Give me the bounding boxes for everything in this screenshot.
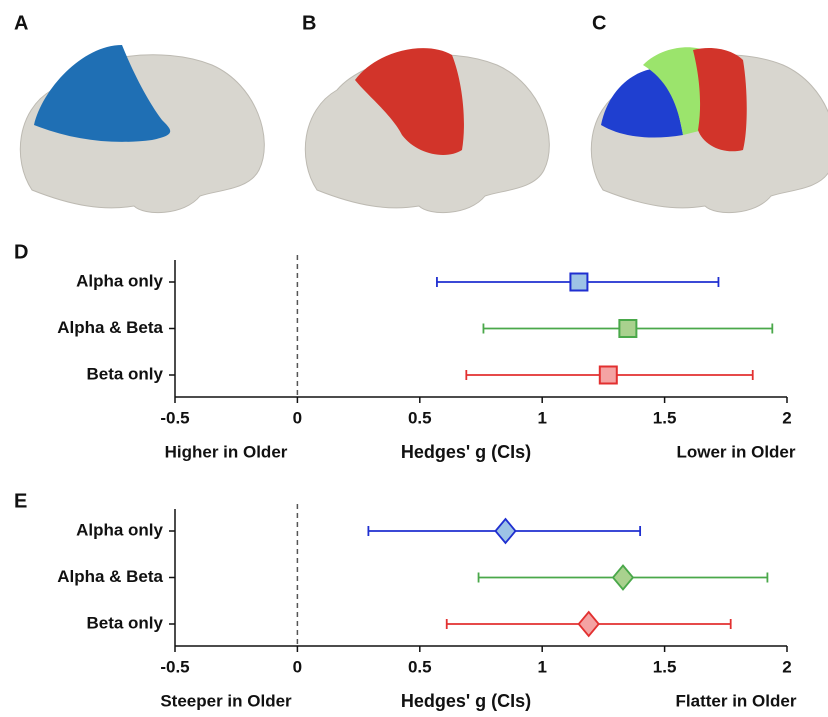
panel-label: C: [592, 12, 606, 34]
panel-label: B: [302, 12, 316, 34]
estimate-marker: [600, 367, 617, 384]
x-tick-label: 2: [782, 408, 791, 427]
x-axis-label: Hedges' g (CIs): [401, 442, 531, 462]
right-annotation: Lower in Older: [676, 442, 795, 461]
x-tick-label: 0.5: [408, 657, 432, 676]
category-label: Beta only: [86, 364, 163, 383]
x-tick-label: 1: [537, 657, 546, 676]
right-annotation: Flatter in Older: [676, 691, 797, 710]
estimate-marker: [570, 274, 587, 291]
forest-plot: D -0.5 0 0.5 1 1.5 2 Hedges' g (CIs) Higher in O…: [14, 241, 796, 461]
x-tick-label: 0: [293, 657, 302, 676]
page: {"brain_panels": [{"label": "A"}, {"labe…: [0, 0, 828, 717]
estimate-marker: [619, 320, 636, 337]
brain-c: [591, 47, 828, 212]
x-tick-label: 0.5: [408, 408, 432, 427]
brain-a: [20, 45, 264, 213]
x-tick-label: 0: [293, 408, 302, 427]
panel-label: E: [14, 490, 27, 512]
category-label: Alpha & Beta: [57, 318, 163, 337]
x-tick-label: 2: [782, 657, 791, 676]
left-annotation: Higher in Older: [165, 442, 288, 461]
x-tick-label: -0.5: [160, 657, 189, 676]
forest-plot: E -0.5 0 0.5 1 1.5 2 Hedges' g (CIs) Steeper in …: [14, 490, 797, 710]
red-region: [693, 48, 747, 151]
panel-label: A: [14, 12, 28, 34]
panel-label: D: [14, 241, 28, 263]
estimate-marker: [495, 519, 515, 543]
x-tick-label: -0.5: [160, 408, 189, 427]
category-label: Alpha only: [76, 520, 163, 539]
x-axis-label: Hedges' g (CIs): [401, 691, 531, 711]
brain-b: [305, 48, 549, 212]
category-label: Alpha & Beta: [57, 567, 163, 586]
left-annotation: Steeper in Older: [160, 691, 292, 710]
estimate-marker: [613, 566, 633, 590]
x-tick-label: 1.5: [653, 657, 677, 676]
category-label: Beta only: [86, 613, 163, 632]
figure: A B C D -0.5 0 0.5 1 1.5 2 Hedges' g (CIs) Highe…: [0, 0, 828, 717]
x-tick-label: 1.5: [653, 408, 677, 427]
estimate-marker: [579, 612, 599, 636]
x-tick-label: 1: [537, 408, 546, 427]
category-label: Alpha only: [76, 271, 163, 290]
